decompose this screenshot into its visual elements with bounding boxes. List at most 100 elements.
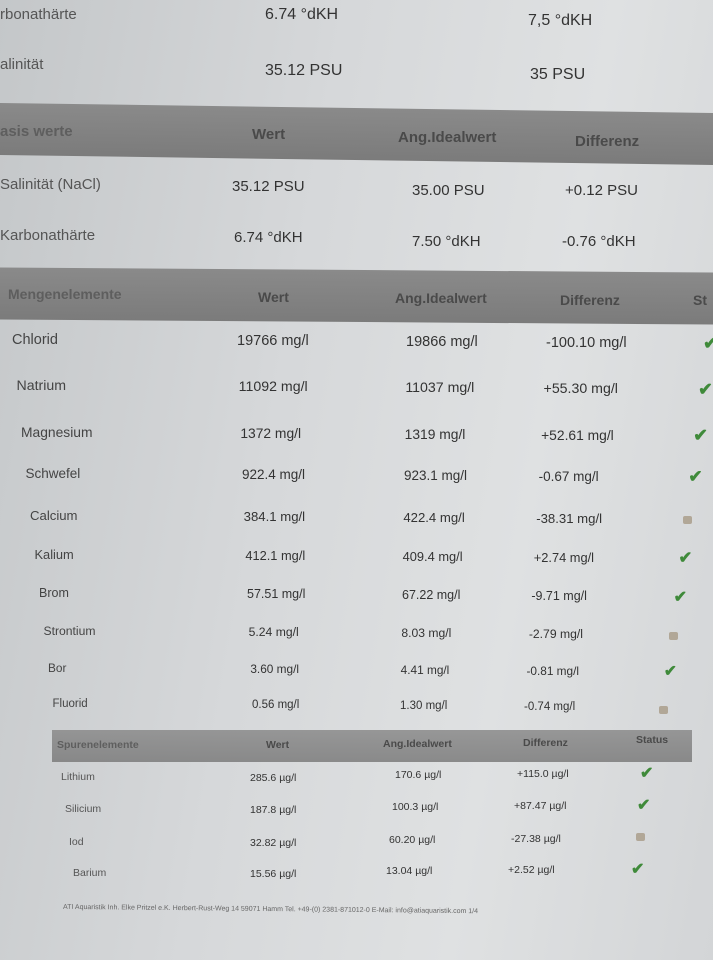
mengen-wert: 1372 mg/l [240, 425, 302, 441]
checkmark-icon: ✔ [663, 663, 677, 680]
checkmark-icon: ✔ [698, 379, 713, 399]
mengen-diff: -9.71 mg/l [531, 589, 587, 603]
spuren-wert: 285.6 µg/l [250, 772, 297, 784]
spuren-wert: 187.8 µg/l [250, 804, 297, 816]
spuren-header: Spurenelemente [57, 739, 139, 751]
spuren-header: Differenz [523, 737, 568, 749]
spuren-ideal: 170.6 µg/l [395, 769, 442, 781]
mengen-name: Brom [39, 586, 69, 600]
footer-address: ATI Aquaristik Inh. Elke Pritzel e.K. He… [62, 903, 479, 916]
mengen-wert: 11092 mg/l [238, 379, 308, 395]
top-value: 35.12 PSU [265, 62, 343, 79]
mengen-name: Kalium [34, 547, 74, 562]
basis-header: Wert [252, 126, 286, 143]
mengen-wert: 0.56 mg/l [252, 699, 300, 711]
basis-header: asis werte [0, 123, 73, 140]
mengen-name: Fluorid [52, 698, 88, 710]
spuren-name: Lithium [61, 771, 95, 783]
mengen-wert: 384.1 mg/l [243, 509, 306, 524]
mengen-name: Calcium [30, 508, 78, 523]
spuren-wert: 32.82 µg/l [250, 837, 297, 849]
spuren-wert: 15.56 µg/l [250, 868, 297, 880]
warning-mark-icon [668, 632, 678, 640]
warning-mark-icon [683, 516, 693, 524]
checkmark-icon: ✔ [637, 797, 651, 814]
spuren-diff: +115.0 µg/l [517, 768, 569, 780]
top-label: rbonathärte [0, 6, 77, 23]
checkmark-icon: ✔ [703, 333, 713, 353]
mengen-diff: -0.74 mg/l [524, 701, 576, 713]
mengen-name: Bor [48, 661, 67, 675]
mengen-diff: -100.10 mg/l [546, 335, 627, 351]
mengen-ideal: 1319 mg/l [404, 426, 466, 442]
mengen-ideal: 422.4 mg/l [403, 510, 465, 525]
basis-diff: +0.12 PSU [565, 182, 638, 199]
mengen-header: Mengenelemente [8, 286, 122, 302]
spuren-diff: +2.52 µg/l [508, 864, 555, 876]
checkmark-icon: ✔ [693, 425, 708, 445]
basis-ideal: 7.50 °dKH [412, 233, 481, 250]
checkmark-icon: ✔ [678, 549, 693, 567]
mengen-header: Ang.Idealwert [395, 290, 487, 306]
mengen-diff: +52.61 mg/l [541, 427, 614, 443]
mengen-name: Natrium [16, 378, 67, 394]
spuren-ideal: 100.3 µg/l [392, 801, 439, 813]
mengen-diff: +55.30 mg/l [543, 381, 618, 397]
basis-header: Differenz [575, 133, 640, 150]
mengen-diff: -38.31 mg/l [536, 511, 603, 526]
mengen-wert: 412.1 mg/l [245, 548, 306, 563]
spuren-name: Iod [69, 836, 84, 848]
checkmark-icon: ✔ [640, 765, 654, 782]
top-ideal: 35 PSU [530, 66, 586, 83]
mengen-name: Magnesium [21, 424, 93, 440]
mengen-name: Strontium [43, 624, 96, 638]
spuren-diff: -27.38 µg/l [511, 833, 561, 845]
basis-header: Ang.Idealwert [398, 129, 497, 146]
spuren-header-band [52, 730, 692, 762]
spuren-header: Ang.Idealwert [383, 738, 452, 750]
spuren-header: Wert [266, 739, 290, 751]
mengen-name: Schwefel [25, 466, 81, 481]
mengen-header: Wert [258, 289, 289, 305]
top-label: alinität [0, 56, 44, 73]
mengen-wert: 922.4 mg/l [242, 467, 306, 482]
mengen-ideal: 11037 mg/l [405, 380, 475, 396]
checkmark-icon: ✔ [673, 589, 688, 606]
mengen-wert: 3.60 mg/l [250, 662, 299, 676]
mengen-wert: 57.51 mg/l [247, 587, 306, 601]
basis-ideal: 35.00 PSU [412, 182, 485, 199]
basis-diff: -0.76 °dKH [562, 233, 636, 250]
mengen-header: Differenz [560, 292, 620, 308]
mengen-diff: +2.74 mg/l [533, 550, 595, 565]
mengen-ideal: 4.41 mg/l [400, 663, 450, 677]
spuren-diff: +87.47 µg/l [514, 800, 567, 812]
mengen-header: St [693, 292, 707, 308]
warning-mark-icon [636, 833, 645, 841]
mengen-wert: 5.24 mg/l [248, 625, 299, 639]
mengen-ideal: 8.03 mg/l [401, 626, 452, 640]
basis-wert: 35.12 PSU [232, 178, 305, 195]
checkmark-icon: ✔ [631, 861, 645, 878]
mengen-wert: 19766 mg/l [237, 333, 309, 349]
mengen-ideal: 409.4 mg/l [402, 549, 463, 564]
basis-name: Karbonathärte [0, 227, 96, 244]
mengen-diff: -2.79 mg/l [528, 627, 583, 641]
mengen-diff: -0.67 mg/l [538, 469, 599, 484]
spuren-ideal: 13.04 µg/l [386, 865, 433, 877]
spuren-header: Status [636, 734, 669, 746]
mengen-ideal: 923.1 mg/l [404, 468, 468, 483]
checkmark-icon: ✔ [688, 467, 703, 486]
basis-name: Salinität (NaCl) [0, 176, 101, 193]
mengen-ideal: 19866 mg/l [406, 334, 478, 350]
warning-mark-icon [659, 706, 668, 714]
top-ideal: 7,5 °dKH [528, 12, 593, 29]
mengen-name: Chlorid [12, 332, 58, 348]
basis-wert: 6.74 °dKH [234, 229, 303, 246]
spuren-ideal: 60.20 µg/l [389, 834, 436, 846]
mengen-ideal: 1.30 mg/l [400, 700, 448, 712]
top-value: 6.74 °dKH [265, 6, 339, 23]
mengen-diff: -0.81 mg/l [526, 664, 580, 678]
mengen-ideal: 67.22 mg/l [402, 588, 461, 602]
spuren-name: Silicium [65, 803, 102, 815]
spuren-name: Barium [73, 867, 107, 879]
